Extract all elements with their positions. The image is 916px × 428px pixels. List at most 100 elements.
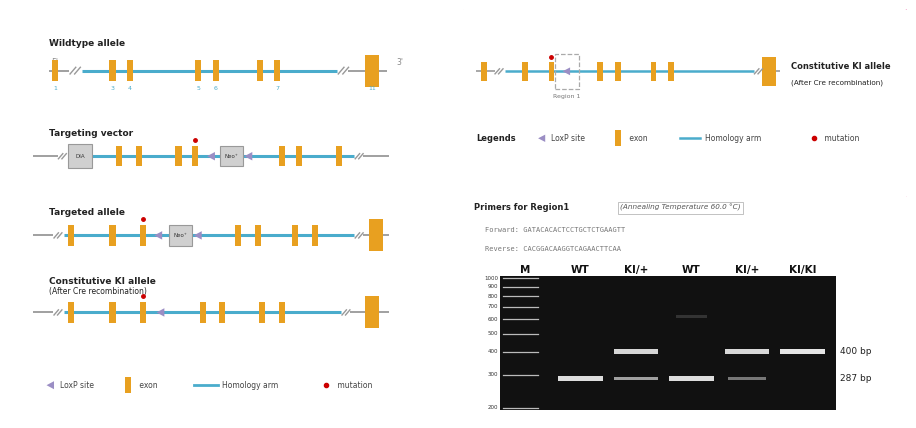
- Bar: [365, 54, 379, 86]
- Bar: [311, 225, 318, 246]
- Bar: [670, 376, 714, 381]
- Bar: [522, 62, 528, 80]
- Bar: [725, 350, 769, 354]
- Text: 800: 800: [487, 294, 498, 298]
- Bar: [220, 146, 243, 166]
- Bar: [500, 276, 835, 410]
- Polygon shape: [538, 135, 545, 142]
- Bar: [296, 146, 302, 166]
- Bar: [140, 302, 147, 323]
- Text: 300: 300: [487, 372, 498, 377]
- Text: Primers for Region1: Primers for Region1: [474, 203, 569, 212]
- Text: Targeting vector: Targeting vector: [49, 129, 133, 138]
- Bar: [481, 62, 486, 80]
- Bar: [558, 376, 603, 381]
- Text: Constitutive KI allele: Constitutive KI allele: [791, 62, 891, 71]
- Text: 600: 600: [487, 317, 498, 322]
- Bar: [762, 57, 776, 86]
- Text: exon: exon: [627, 134, 648, 143]
- Bar: [219, 302, 225, 323]
- FancyBboxPatch shape: [458, 7, 911, 199]
- Text: Reverse: CACGGACAAGGTCAGAACTTCAA: Reverse: CACGGACAAGGTCAGAACTTCAA: [485, 246, 621, 252]
- Text: LoxP site: LoxP site: [551, 134, 585, 143]
- Text: Neo⁺: Neo⁺: [174, 233, 188, 238]
- Text: DIA: DIA: [76, 154, 85, 159]
- Text: 900: 900: [487, 284, 498, 289]
- Bar: [169, 225, 192, 246]
- Bar: [234, 225, 241, 246]
- Text: 200: 200: [487, 405, 498, 410]
- Bar: [213, 60, 219, 81]
- Text: WT: WT: [571, 265, 590, 276]
- Text: 5: 5: [196, 86, 201, 91]
- Bar: [140, 225, 147, 246]
- Bar: [109, 302, 115, 323]
- Bar: [278, 302, 285, 323]
- Polygon shape: [207, 152, 215, 160]
- Bar: [780, 350, 824, 354]
- Bar: [365, 296, 379, 329]
- Bar: [200, 302, 206, 323]
- Bar: [614, 350, 658, 354]
- Text: (After Cre recombination): (After Cre recombination): [791, 80, 883, 86]
- Text: 7: 7: [276, 86, 279, 91]
- Bar: [69, 144, 93, 168]
- Bar: [728, 377, 766, 380]
- Text: 400 bp: 400 bp: [840, 347, 872, 356]
- Text: 1000: 1000: [485, 276, 498, 280]
- Text: 287 bp: 287 bp: [840, 374, 872, 383]
- Text: 11: 11: [368, 86, 376, 91]
- Text: Forward: GATACACACTCCTGCTCTGAAGTT: Forward: GATACACACTCCTGCTCTGAAGTT: [485, 227, 625, 233]
- Bar: [52, 60, 59, 81]
- Text: KI/KI: KI/KI: [789, 265, 816, 276]
- Bar: [278, 146, 285, 166]
- Bar: [292, 225, 298, 246]
- Text: (Annealing Temperature 60.0 °C): (Annealing Temperature 60.0 °C): [620, 204, 741, 211]
- Text: 4: 4: [128, 86, 132, 91]
- Bar: [109, 225, 115, 246]
- Text: Region 1: Region 1: [553, 94, 581, 99]
- Bar: [195, 60, 202, 81]
- Bar: [68, 302, 74, 323]
- Bar: [615, 131, 621, 146]
- Text: KI/+: KI/+: [624, 265, 648, 276]
- Bar: [549, 62, 554, 80]
- Text: 700: 700: [487, 304, 498, 309]
- Text: Wildtype allele: Wildtype allele: [49, 39, 125, 48]
- Bar: [555, 54, 580, 89]
- Text: 3': 3': [396, 58, 403, 68]
- Bar: [676, 315, 707, 318]
- Text: M: M: [519, 265, 530, 276]
- Bar: [127, 60, 133, 81]
- Bar: [109, 60, 115, 81]
- Text: Constitutive KI allele: Constitutive KI allele: [49, 277, 156, 286]
- Text: exon: exon: [136, 380, 158, 390]
- Text: 500: 500: [487, 331, 498, 336]
- Bar: [669, 62, 674, 80]
- Polygon shape: [562, 68, 570, 75]
- Text: mutation: mutation: [334, 380, 372, 390]
- Bar: [274, 60, 280, 81]
- Polygon shape: [194, 231, 202, 240]
- Bar: [136, 146, 142, 166]
- Polygon shape: [157, 308, 164, 317]
- Bar: [191, 146, 198, 166]
- Bar: [614, 377, 658, 380]
- Bar: [336, 146, 342, 166]
- Text: Legends: Legends: [476, 134, 516, 143]
- Text: mutation: mutation: [823, 134, 860, 143]
- Text: 3: 3: [111, 86, 114, 91]
- Text: 400: 400: [487, 349, 498, 354]
- Text: KI/+: KI/+: [735, 265, 759, 276]
- Bar: [650, 62, 657, 80]
- Bar: [175, 146, 181, 166]
- Polygon shape: [47, 381, 54, 389]
- Bar: [256, 60, 263, 81]
- Text: Homology arm: Homology arm: [704, 134, 761, 143]
- Bar: [255, 225, 261, 246]
- Polygon shape: [154, 231, 162, 240]
- Bar: [369, 219, 383, 252]
- Bar: [116, 146, 122, 166]
- Text: 6: 6: [213, 86, 218, 91]
- Bar: [125, 377, 131, 393]
